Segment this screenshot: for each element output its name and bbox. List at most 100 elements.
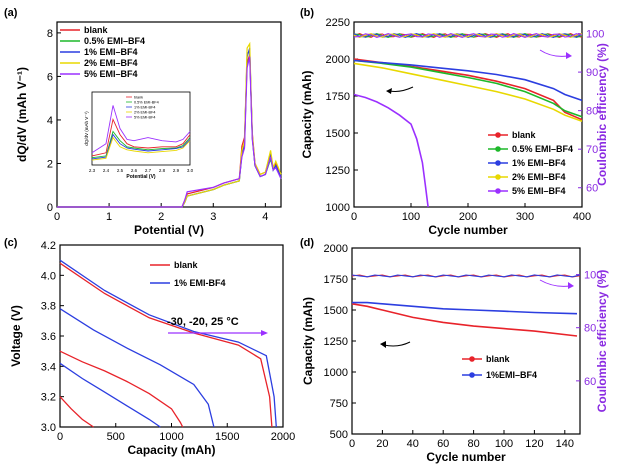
panel-b-y-tick-label: 2250 [326,17,350,29]
panel-a-inset-tick-label: 2.3 [89,168,96,173]
panel-a-inset-legend-label: 2% EMI-BF4 [134,111,156,115]
panel-d-capacity-arrow [383,341,411,347]
panel-b-legend-4-label: 5% EMI–BF4 [512,186,566,196]
panel-b-x-tick-label: 200 [459,211,477,223]
panel-d-y-tick-label: 750 [330,398,348,410]
panel-d-y2-tick-label: 100 [584,270,602,282]
panel-a-inset-xlabel: Potential (V) [126,174,156,180]
panel-c-x-tick-label: 2000 [271,431,295,443]
panel-c-series-0-curve-0 [59,262,273,428]
panel-d-ylabel: Capacity (mAh) [301,297,315,385]
panel-b-capacity-2 [353,59,583,102]
panel-a-inset-tick-label: 2.5 [117,168,124,173]
panel-b-y-tick-label: 1000 [326,202,350,214]
panel-b-legend-4-marker [495,188,501,194]
panel-a-ylabel: dQ/dV (mAh V⁻¹) [15,67,29,162]
panel-a-label: (a) [4,7,18,19]
panel-d-legend-1-label: 1%EMI–BF4 [486,370,537,380]
panel-d-y-tick-label: 1750 [324,274,348,286]
panel-a-inset-legend-label: 5% EMI-BF4 [134,116,156,120]
panel-c-legend-1-label: 1% EMI-BF4 [174,278,226,288]
panel-a-x-tick-label: 1 [106,211,112,223]
panel-a-series-4 [57,56,282,208]
panel-b-ylabel-right: Coulombic efficiency (%) [595,43,609,186]
panel-a-legend-1-label: 0.5% EMI–BF4 [84,36,145,46]
panel-a-inset-series-1 [91,130,191,159]
panel-a-x-tick-label: 2 [158,211,164,223]
panel-c-x-tick-label: 1500 [215,431,239,443]
panel-a-inset-legend-label: 1% EMI-BF4 [134,106,156,110]
panel-b-legend-1-marker [495,146,501,152]
panel-c-annotation-arrowhead [261,330,268,336]
panel-a-inset-series-4 [91,105,191,154]
panel-a-inset-tick-label: 2.4 [103,168,110,173]
panel-a-x-tick-label: 0 [54,211,60,223]
panel-d-x-tick-label: 0 [349,438,355,450]
panel-c-series-1-curve-0 [59,259,277,428]
panel-a-inset-legend-label: 0.5% EMI-BF4 [134,101,159,105]
panel-a-inset-tick-label: 3.0 [187,168,194,173]
panel-b-capacity-arrowhead [386,88,392,94]
panel-b-xlabel: Cycle number [428,223,508,237]
panel-b-y-tick-label: 1500 [326,128,350,140]
panel-d-x-tick-label: 100 [495,438,513,450]
panel-a-legend-3-label: 2% EMI–BF4 [84,58,138,68]
panel-d-efficiency-arrow [539,279,571,287]
panel-b-legend-2-marker [495,160,501,166]
panel-d-x-tick-label: 60 [437,438,449,450]
panel-c-y-tick-label: 3.8 [41,301,56,313]
panel-a-legend-4-label: 5% EMI–BF4 [84,69,138,79]
panel-d-capacity-0 [351,303,578,337]
panel-c-frame [59,244,284,428]
panel-b-legend-3-marker [495,174,501,180]
panel-c-label: (c) [4,237,18,249]
panel-b-efficiency-4 [353,33,583,38]
panel-a-inset-ylabel: dQ/dV (mAh V⁻¹) [84,111,89,146]
panel-a-inset-legend-label: blank [134,96,143,100]
panel-b-capacity-arrow [389,86,414,92]
panel-b-legend-0-label: blank [512,130,537,140]
panel-d-y2-tick-label: 60 [584,376,596,388]
panel-a-inset-series-0 [91,117,191,157]
panel-b-y2-tick-label: 80 [586,106,598,118]
panel-d-legend-1-marker [469,372,475,378]
panel-b-capacity-0 [353,58,583,121]
panel-b-x-tick-label: 400 [573,211,591,223]
panel-d-label: (d) [300,237,314,249]
panel-d-legend-0-label: blank [486,354,511,364]
panel-b-legend-0-marker [495,132,501,138]
panel-d-x-tick-label: 140 [556,438,574,450]
panel-a-x-tick-label: 3 [210,211,216,223]
panel-d-x-tick-label: 80 [467,438,479,450]
panel-c-annotation: -30, -20, 25 °C [167,316,239,328]
panel-d-efficiency-1 [351,274,581,278]
panel-a-y-tick-label: 0 [47,202,53,214]
panel-c-y-tick-label: 3.0 [41,422,56,434]
panel-d-legend-0-marker [469,356,475,362]
panel-a-inset-series-3 [91,136,191,161]
panel-d-xlabel: Cycle number [426,450,506,464]
panel-a-legend-2-label: 1% EMI–BF4 [84,47,138,57]
panel-d-y-tick-label: 1000 [324,367,348,379]
panel-c-y-tick-label: 3.6 [41,331,56,343]
panel-b-legend-3-label: 2% EMI–BF4 [512,172,566,182]
panel-c-x-tick-label: 1000 [159,431,183,443]
panel-d-y-tick-label: 1250 [324,336,348,348]
panel-a-xlabel: Potential (V) [134,223,204,237]
panel-b-capacity-3 [353,62,583,122]
panel-d-ylabel-right: Coulombic efficiency (%) [595,270,609,413]
panel-b-ylabel: Capacity (mAh) [300,70,314,158]
panel-b-y2-tick-label: 90 [586,67,598,79]
panel-b-label: (b) [300,7,314,19]
panel-c-series-1-curve-2 [59,362,161,428]
panel-a-y-tick-label: 2 [47,158,53,170]
panel-a-inset-series-2 [91,133,191,160]
panel-b-efficiency-3 [353,33,583,38]
panel-b-x-tick-label: 300 [516,211,534,223]
panel-c-legend-0-label: blank [174,260,199,270]
panel-a-inset-tick-label: 2.7 [145,168,152,173]
panel-a-series-3 [57,41,282,208]
panel-b-x-tick-label: 100 [402,211,420,223]
panel-b-legend-1-label: 0.5% EMI–BF4 [512,144,573,154]
panel-a-inset-tick-label: 2.8 [159,168,166,173]
